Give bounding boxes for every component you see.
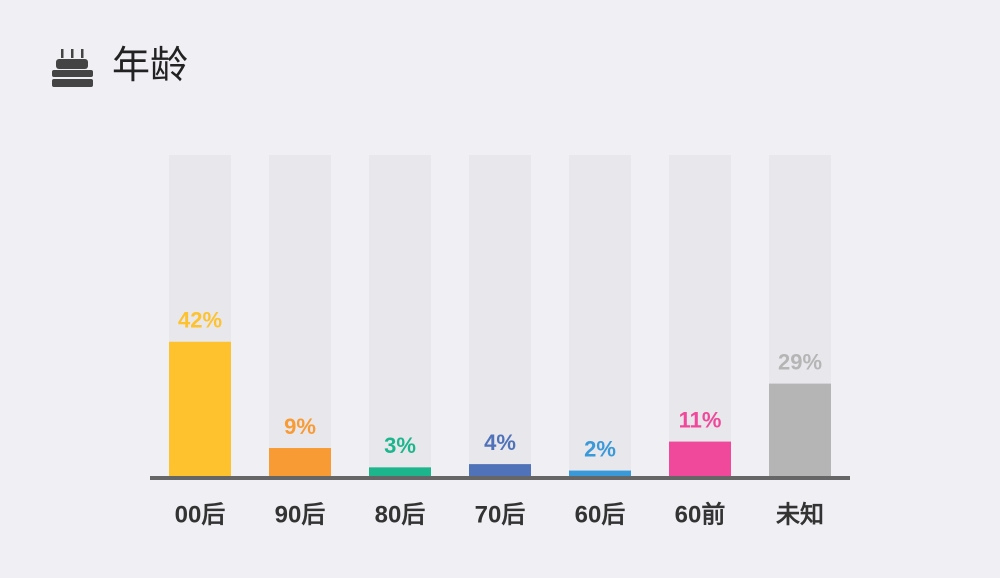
x-tick-label: 未知 bbox=[776, 501, 824, 528]
x-tick-label: 80后 bbox=[375, 501, 426, 528]
value-label: 2% bbox=[584, 436, 616, 461]
x-tick-label: 00后 bbox=[175, 501, 226, 528]
x-tick-label: 60后 bbox=[575, 501, 626, 528]
bar-track bbox=[269, 155, 331, 477]
bar bbox=[669, 441, 731, 477]
x-tick-label: 90后 bbox=[275, 501, 326, 528]
value-label: 4% bbox=[484, 430, 516, 455]
cake-icon bbox=[52, 49, 93, 87]
bar bbox=[269, 448, 331, 477]
x-tick-label: 60前 bbox=[675, 500, 726, 528]
bar bbox=[469, 464, 531, 477]
bar-track bbox=[669, 155, 731, 477]
bar-track bbox=[369, 155, 431, 477]
bar-track bbox=[569, 155, 631, 477]
value-label: 42% bbox=[178, 308, 222, 333]
bar bbox=[369, 467, 431, 477]
bar bbox=[169, 341, 231, 477]
chart-title: 年龄 bbox=[112, 45, 188, 87]
value-label: 29% bbox=[778, 349, 822, 374]
value-label: 9% bbox=[284, 414, 316, 439]
x-tick-label: 70后 bbox=[475, 501, 526, 528]
value-label: 3% bbox=[384, 433, 416, 458]
bar-track bbox=[469, 155, 531, 477]
bar bbox=[569, 470, 631, 477]
bar bbox=[769, 383, 831, 477]
value-label: 11% bbox=[679, 407, 722, 432]
